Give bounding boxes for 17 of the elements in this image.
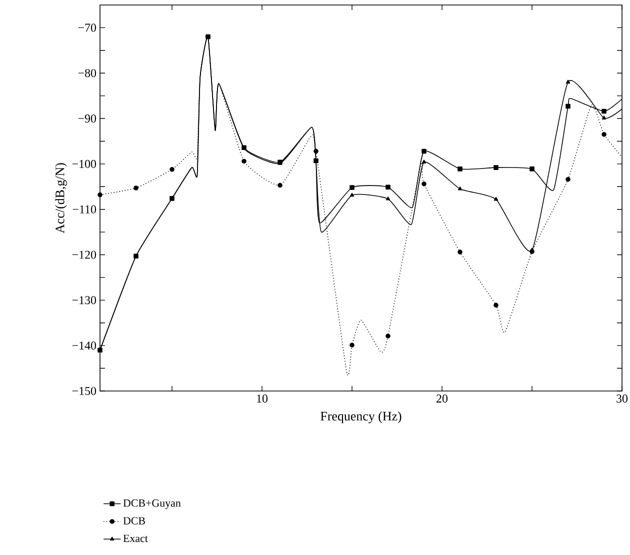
y-tick-label: −120 [72,250,96,259]
y-tick-label: −110 [72,205,96,214]
x-axis-title: Frequency (Hz) [320,411,402,424]
legend-label: Exact [123,534,148,542]
y-tick-label: −130 [72,296,96,304]
y-tick-label: −140 [72,342,96,350]
y-tick-label: −90 [78,114,96,123]
y-tick-label: −80 [78,69,96,78]
y-tick-label: −100 [72,160,96,168]
x-tick-label: 20 [436,394,448,403]
legend-label: DCB+Guyan [123,499,181,510]
y-axis-title: Acc/(dB,g/N) [55,163,67,234]
y-tick-label: −70 [78,24,96,32]
x-tick-label: 10 [257,394,268,403]
x-tick-label: 30 [616,394,628,403]
y-tick-label: −150 [72,386,96,396]
legend-label: DCB [123,517,145,524]
